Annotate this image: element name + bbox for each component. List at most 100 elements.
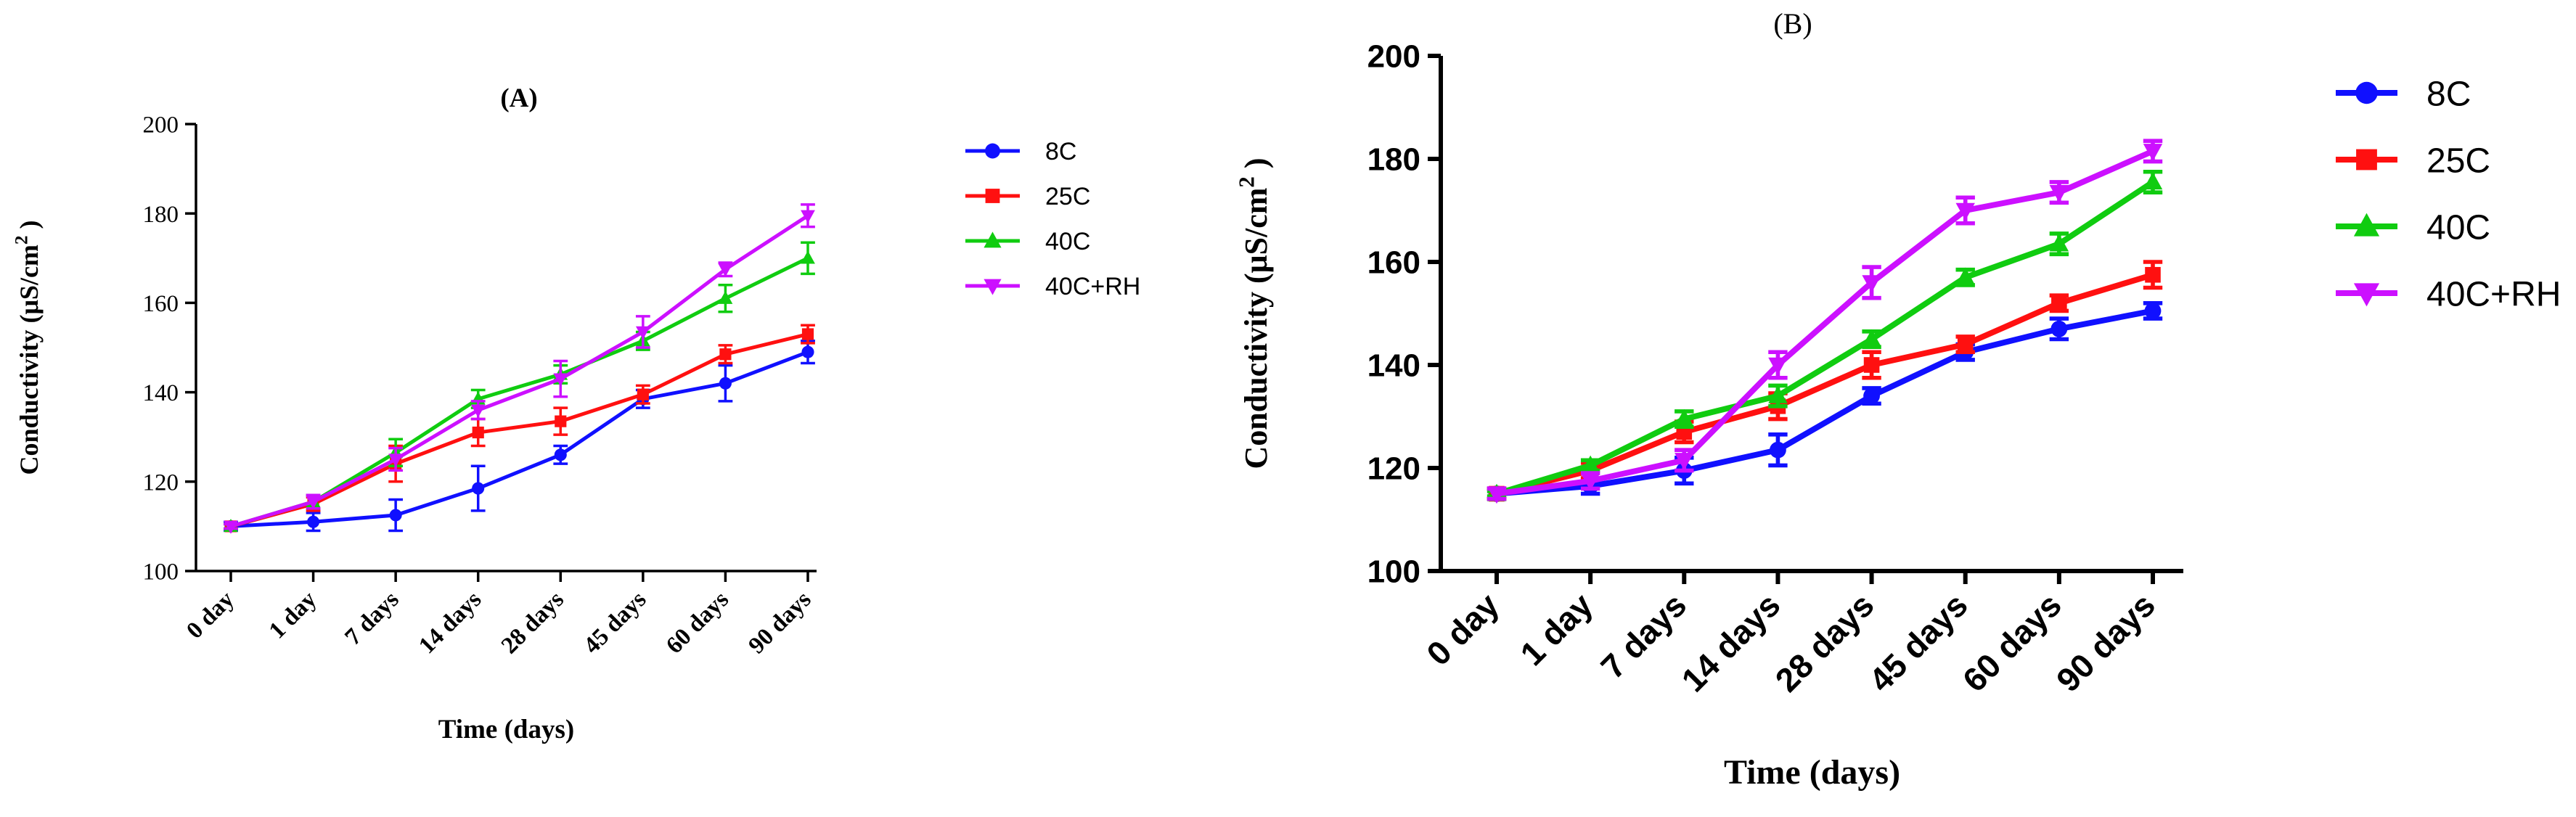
legend-marker [2356, 149, 2377, 171]
y-axis-title-main-b: Conductivity (μS/cm [1238, 188, 1274, 469]
y-tick-label-a: 180 [143, 202, 179, 228]
data-point [1675, 453, 1694, 471]
data-point [307, 515, 320, 528]
y-tick-label-a: 200 [143, 112, 179, 139]
data-point [472, 482, 485, 495]
data-point [1863, 387, 1880, 404]
y-tick-label-b: 140 [1367, 348, 1420, 383]
x-tick-label-a: 7 days [340, 586, 404, 650]
y-tick-label-b: 180 [1367, 141, 1420, 177]
y-tick-label-b: 100 [1367, 554, 1420, 589]
data-point [1580, 473, 1600, 491]
data-point [555, 415, 567, 427]
x-tick-label-b: 90 days [2049, 586, 2162, 699]
legend-label: 25C [1045, 183, 1090, 210]
series-b-40c-rh [1487, 139, 2163, 504]
data-point [470, 404, 486, 418]
legend-label: 40C [1045, 228, 1090, 255]
data-point [1955, 202, 1975, 221]
y-axis-title-sup-a: 2 [12, 235, 32, 245]
legend-marker [984, 279, 1002, 295]
y-axis-title-sup-b: 2 [1234, 176, 1259, 187]
legend-marker [2353, 283, 2380, 307]
x-tick-label-a: 90 days [744, 586, 817, 659]
legend-marker [2353, 213, 2380, 237]
legend-item-a: 40C+RH [965, 273, 1140, 300]
data-point [1862, 329, 1881, 347]
data-point [801, 328, 814, 340]
series-b-8c [1487, 300, 2163, 502]
data-point [718, 263, 733, 277]
data-point [637, 388, 649, 401]
data-point [2050, 320, 2068, 337]
legend-item-b: 8C [2336, 75, 2471, 113]
panel-title-b: (B) [1773, 7, 1812, 40]
data-point [719, 348, 732, 361]
data-point [2143, 172, 2163, 190]
data-point [718, 290, 733, 304]
legend-label: 40C [2426, 208, 2490, 247]
y-tick-label-a: 120 [143, 469, 179, 496]
data-point [719, 377, 732, 390]
x-tick-label-a: 1 day [264, 586, 322, 644]
data-point [2143, 144, 2163, 162]
legend-item-a: 40C [965, 228, 1090, 255]
data-point [1768, 385, 1788, 403]
data-point [801, 210, 815, 223]
series-line [1496, 271, 2154, 497]
legend-marker [984, 231, 1002, 248]
series-b-40c [1487, 169, 2163, 501]
legend-marker [2355, 81, 2378, 104]
panel-title-a: (A) [500, 83, 537, 113]
series-a-40c-rh [224, 203, 815, 534]
y-tick-label-b: 120 [1367, 451, 1420, 486]
x-tick-label-a: 14 days [414, 586, 486, 659]
y-tick-label-a: 100 [143, 559, 179, 586]
series-line [1495, 179, 2155, 497]
y-axis-title-a: Conductivity (μS/cm2 ) [12, 220, 44, 475]
x-axis-title-a: Time (days) [438, 715, 574, 744]
data-point [2049, 184, 2069, 202]
data-point [2144, 303, 2162, 319]
data-point [1580, 455, 1600, 473]
legend-label: 8C [1045, 138, 1076, 165]
legend-marker [985, 143, 1000, 159]
series-line [1496, 308, 2154, 497]
x-tick-label-a: 60 days [661, 586, 734, 659]
legend-item-b: 40C+RH [2336, 275, 2561, 313]
y-tick-label-a: 140 [143, 380, 179, 406]
series-a-8c [224, 340, 815, 533]
legend-item-a: 8C [965, 138, 1076, 165]
data-point [1770, 441, 1786, 459]
data-point [1768, 357, 1788, 375]
series-line [230, 214, 809, 528]
x-tick-label-a: 0 day [181, 586, 240, 644]
data-point [1487, 486, 1507, 504]
data-point [635, 326, 650, 340]
x-tick-label-b: 14 days [1674, 586, 1787, 699]
data-point [2145, 266, 2161, 283]
x-tick-label-b: 28 days [1768, 586, 1881, 699]
x-tick-label-b: 45 days [1862, 586, 1975, 699]
y-axis-title-close-a: ) [15, 220, 44, 235]
data-point [388, 453, 404, 467]
legend-item-b: 25C [2336, 141, 2490, 180]
data-point [554, 448, 567, 461]
data-point [389, 509, 402, 522]
x-tick-label-a: 45 days [578, 586, 651, 659]
legend-marker [985, 189, 1000, 203]
data-point [1862, 275, 1881, 293]
y-tick-label-b: 200 [1367, 38, 1420, 74]
legend-label: 8C [2426, 75, 2471, 113]
data-point [472, 426, 484, 439]
legend-item-a: 25C [965, 183, 1090, 210]
y-axis-title-main-a: Conductivity (μS/cm [15, 245, 44, 475]
data-point [1863, 357, 1880, 373]
x-tick-label-b: 1 day [1513, 586, 1600, 673]
data-point [224, 520, 238, 534]
legend-label: 40C+RH [1045, 273, 1140, 300]
chart-panel-a: (A) 100 120 140 160 180 200 0 day 1 day 7 days 14 … [12, 83, 1141, 744]
x-tick-label-a: 28 days [496, 586, 569, 659]
